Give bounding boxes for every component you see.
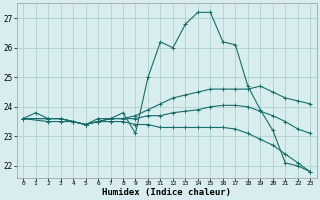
X-axis label: Humidex (Indice chaleur): Humidex (Indice chaleur): [102, 188, 231, 197]
